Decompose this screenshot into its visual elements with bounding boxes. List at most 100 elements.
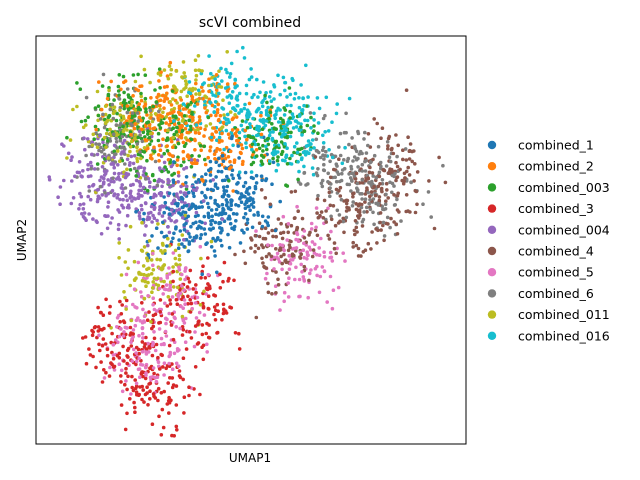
point-combined_004 — [107, 183, 111, 187]
point-combined_5 — [322, 269, 327, 273]
point-combined_4 — [253, 233, 258, 238]
point-combined_1 — [226, 232, 230, 237]
legend-label: combined_6 — [518, 286, 594, 301]
point-combined_2 — [245, 137, 249, 142]
point-combined_6 — [298, 182, 303, 186]
point-combined_6 — [385, 215, 390, 220]
point-combined_3 — [221, 311, 226, 316]
point-combined_3 — [161, 425, 166, 430]
point-combined_4 — [254, 315, 259, 320]
point-combined_1 — [245, 227, 250, 231]
point-combined_016 — [242, 56, 247, 60]
point-combined_6 — [326, 180, 330, 184]
point-combined_004 — [137, 214, 142, 218]
point-combined_2 — [144, 124, 148, 128]
point-combined_016 — [312, 111, 316, 116]
point-combined_011 — [117, 255, 121, 260]
point-combined_011 — [159, 266, 163, 271]
point-combined_6 — [351, 200, 356, 204]
point-combined_6 — [348, 176, 353, 180]
point-combined_4 — [292, 231, 297, 235]
point-combined_3 — [156, 386, 161, 391]
point-combined_1 — [226, 193, 230, 198]
point-combined_1 — [232, 224, 237, 229]
point-combined_2 — [197, 131, 201, 135]
point-combined_3 — [140, 340, 145, 344]
point-combined_004 — [58, 202, 62, 206]
point-combined_011 — [188, 87, 192, 91]
point-combined_5 — [161, 292, 165, 296]
point-combined_016 — [246, 114, 251, 119]
point-combined_016 — [224, 128, 229, 133]
point-combined_016 — [247, 77, 252, 82]
point-combined_4 — [352, 228, 357, 233]
point-combined_2 — [203, 106, 207, 110]
point-combined_3 — [194, 290, 198, 295]
point-combined_6 — [322, 157, 326, 161]
point-combined_016 — [276, 106, 280, 111]
point-combined_5 — [154, 379, 159, 384]
point-combined_016 — [266, 105, 270, 110]
point-combined_3 — [223, 309, 228, 313]
point-combined_1 — [263, 219, 268, 223]
point-combined_1 — [194, 234, 199, 238]
point-combined_3 — [123, 382, 127, 387]
point-combined_6 — [349, 189, 353, 193]
point-combined_4 — [389, 147, 394, 152]
point-combined_3 — [143, 376, 148, 381]
point-combined_003 — [296, 147, 300, 152]
point-combined_003 — [173, 145, 178, 150]
point-combined_011 — [179, 89, 184, 94]
point-combined_4 — [385, 188, 389, 192]
point-combined_6 — [341, 219, 346, 224]
point-combined_5 — [162, 373, 166, 377]
point-combined_6 — [113, 152, 117, 157]
point-combined_016 — [276, 162, 280, 167]
point-combined_016 — [283, 80, 288, 85]
point-combined_6 — [349, 164, 353, 169]
point-combined_4 — [376, 184, 381, 189]
point-combined_3 — [140, 301, 144, 305]
point-combined_004 — [146, 243, 150, 248]
point-combined_4 — [263, 196, 268, 200]
point-combined_4 — [389, 216, 393, 221]
point-combined_3 — [104, 297, 108, 302]
point-combined_016 — [289, 103, 293, 108]
point-combined_4 — [398, 167, 402, 172]
point-combined_4 — [368, 194, 372, 199]
point-combined_5 — [308, 271, 312, 276]
point-combined_3 — [142, 400, 146, 404]
point-combined_016 — [270, 137, 275, 141]
point-combined_011 — [107, 88, 111, 93]
point-combined_3 — [164, 366, 168, 371]
point-combined_016 — [209, 71, 213, 76]
legend-marker — [487, 310, 497, 319]
point-combined_3 — [186, 276, 190, 281]
point-combined_1 — [256, 213, 261, 217]
point-combined_016 — [242, 106, 247, 111]
point-combined_6 — [342, 158, 346, 162]
point-combined_2 — [207, 97, 212, 102]
point-combined_3 — [91, 354, 95, 359]
point-combined_1 — [171, 236, 175, 241]
point-combined_6 — [384, 192, 388, 197]
point-combined_5 — [286, 281, 291, 285]
point-combined_5 — [119, 368, 124, 373]
point-combined_5 — [272, 267, 276, 271]
point-combined_004 — [124, 194, 128, 198]
point-combined_5 — [167, 266, 171, 270]
point-combined_011 — [128, 145, 133, 149]
point-combined_4 — [328, 175, 333, 180]
point-combined_011 — [122, 290, 126, 294]
point-combined_5 — [287, 267, 292, 272]
point-combined_3 — [170, 312, 175, 316]
point-combined_1 — [198, 236, 203, 241]
point-combined_016 — [276, 73, 280, 78]
point-combined_6 — [347, 142, 351, 147]
point-combined_6 — [111, 116, 116, 121]
point-combined_004 — [77, 160, 82, 164]
point-combined_1 — [213, 220, 218, 225]
point-combined_003 — [147, 135, 152, 140]
point-combined_6 — [346, 156, 351, 161]
point-combined_5 — [138, 375, 142, 380]
